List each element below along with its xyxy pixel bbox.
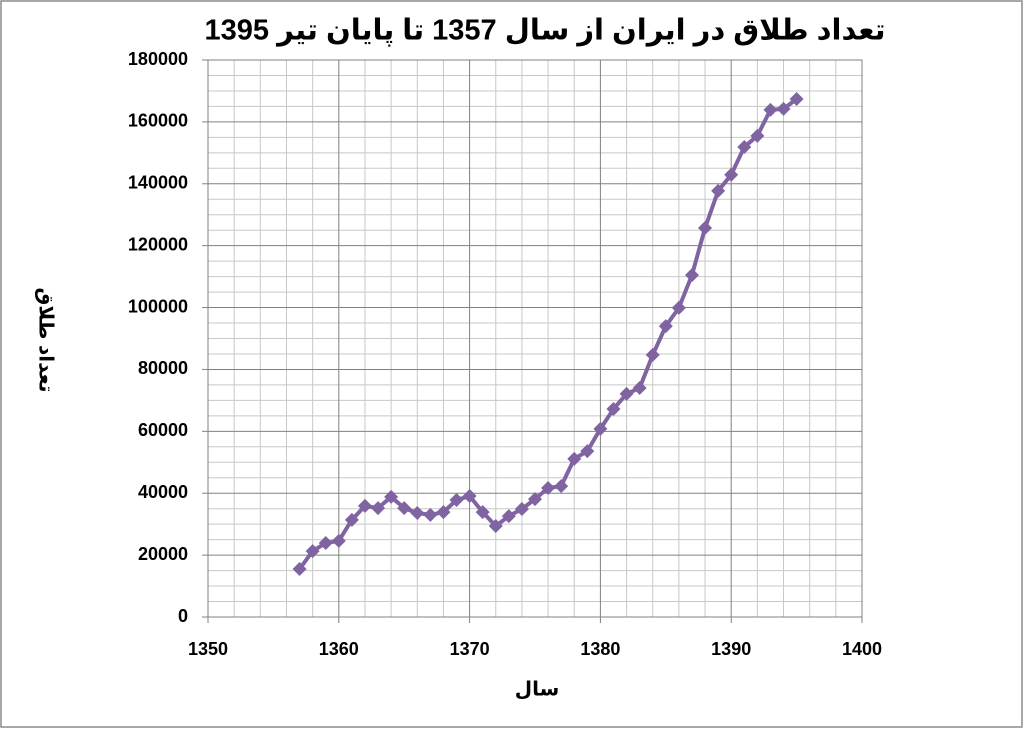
x-tick-label: 1380 xyxy=(580,639,620,659)
data-point xyxy=(789,91,804,106)
data-point xyxy=(554,479,569,494)
data-point xyxy=(528,492,542,507)
x-tick-label: 1350 xyxy=(188,639,228,659)
data-point xyxy=(475,505,490,520)
y-tick-label: 160000 xyxy=(128,111,188,131)
y-tick-label: 180000 xyxy=(128,49,188,69)
y-tick-label: 80000 xyxy=(138,358,188,378)
data-point xyxy=(462,489,477,504)
data-point xyxy=(357,498,372,513)
data-point xyxy=(292,562,307,577)
y-tick-label: 100000 xyxy=(128,296,188,316)
x-tick-label: 1400 xyxy=(842,639,882,659)
data-point xyxy=(632,381,647,396)
data-point xyxy=(711,183,726,198)
data-point xyxy=(645,347,660,362)
y-tick-label: 40000 xyxy=(138,482,188,502)
data-point xyxy=(397,501,412,516)
y-tick-label: 60000 xyxy=(138,420,188,440)
x-tick-label: 1370 xyxy=(450,639,490,659)
data-point xyxy=(606,402,621,417)
data-point xyxy=(580,444,595,459)
data-point xyxy=(423,507,438,522)
data-point xyxy=(410,506,425,521)
data-point xyxy=(331,533,346,548)
data-point xyxy=(724,167,739,182)
y-tick-label: 120000 xyxy=(128,234,188,254)
x-axis-label: سال xyxy=(515,678,560,700)
data-point xyxy=(750,128,765,143)
data-point xyxy=(514,502,529,517)
x-tick-label: 1390 xyxy=(711,639,751,659)
y-tick-label: 20000 xyxy=(138,544,188,564)
data-point xyxy=(671,300,686,315)
data-point xyxy=(619,386,634,401)
data-point xyxy=(488,519,503,534)
data-point xyxy=(737,139,752,154)
data-point xyxy=(305,544,320,559)
data-point xyxy=(371,501,386,516)
data-point xyxy=(763,102,778,117)
data-point xyxy=(593,421,608,436)
y-tick-label: 140000 xyxy=(128,173,188,193)
chart-title: تعداد طلاق در ایران از سال 1357 تا پایان… xyxy=(205,15,886,48)
data-point xyxy=(684,268,699,283)
y-axis-label: تعداد طلاق xyxy=(35,288,57,393)
data-point xyxy=(384,489,399,504)
data-point xyxy=(698,221,713,236)
data-point xyxy=(658,319,673,334)
y-tick-label: 0 xyxy=(178,606,188,626)
data-point xyxy=(501,509,516,524)
data-point xyxy=(436,505,451,520)
x-tick-label: 1360 xyxy=(319,639,359,659)
plot-border xyxy=(207,59,863,618)
data-point xyxy=(567,451,582,466)
data-point xyxy=(541,480,556,495)
data-point xyxy=(344,512,359,527)
data-point xyxy=(318,536,333,551)
data-point xyxy=(776,101,791,116)
data-point xyxy=(449,493,464,508)
